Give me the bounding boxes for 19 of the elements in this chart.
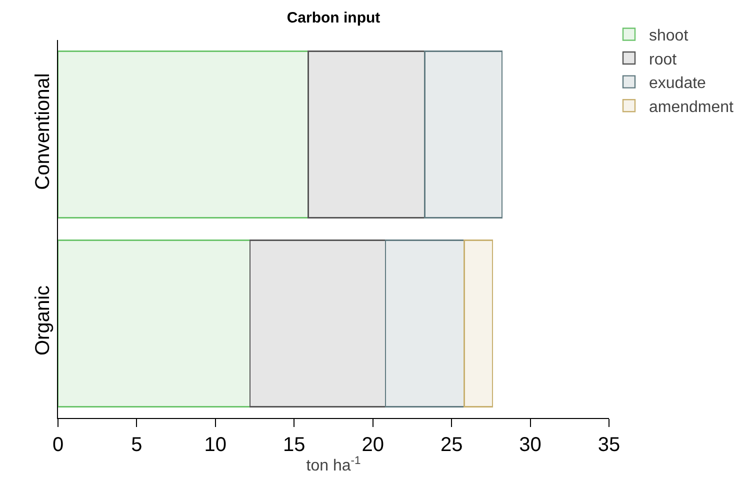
x-tick-label: 5 (131, 434, 142, 456)
legend-label: shoot (649, 27, 689, 44)
x-tick-label: 20 (362, 434, 384, 456)
y-tick-label: Conventional (32, 73, 54, 190)
x-tick-label: 25 (440, 434, 463, 456)
y-tick-label: Organic (32, 285, 54, 356)
x-tick-label: 35 (598, 434, 620, 456)
legend-label: root (649, 51, 678, 68)
x-tick-label: 15 (283, 434, 306, 456)
x-tick-label: 30 (519, 434, 542, 456)
chart-title: Carbon input (286, 10, 380, 27)
legend-label: amendment (649, 98, 734, 116)
x-axis-title: ton ha$^{-1}$ (306, 454, 361, 475)
bar (58, 50, 309, 218)
legend-label: exudate (649, 75, 706, 92)
bar (58, 240, 251, 408)
bar (464, 240, 494, 408)
x-tick-label: 10 (204, 434, 227, 456)
x-tick-label: 0 (52, 434, 64, 456)
